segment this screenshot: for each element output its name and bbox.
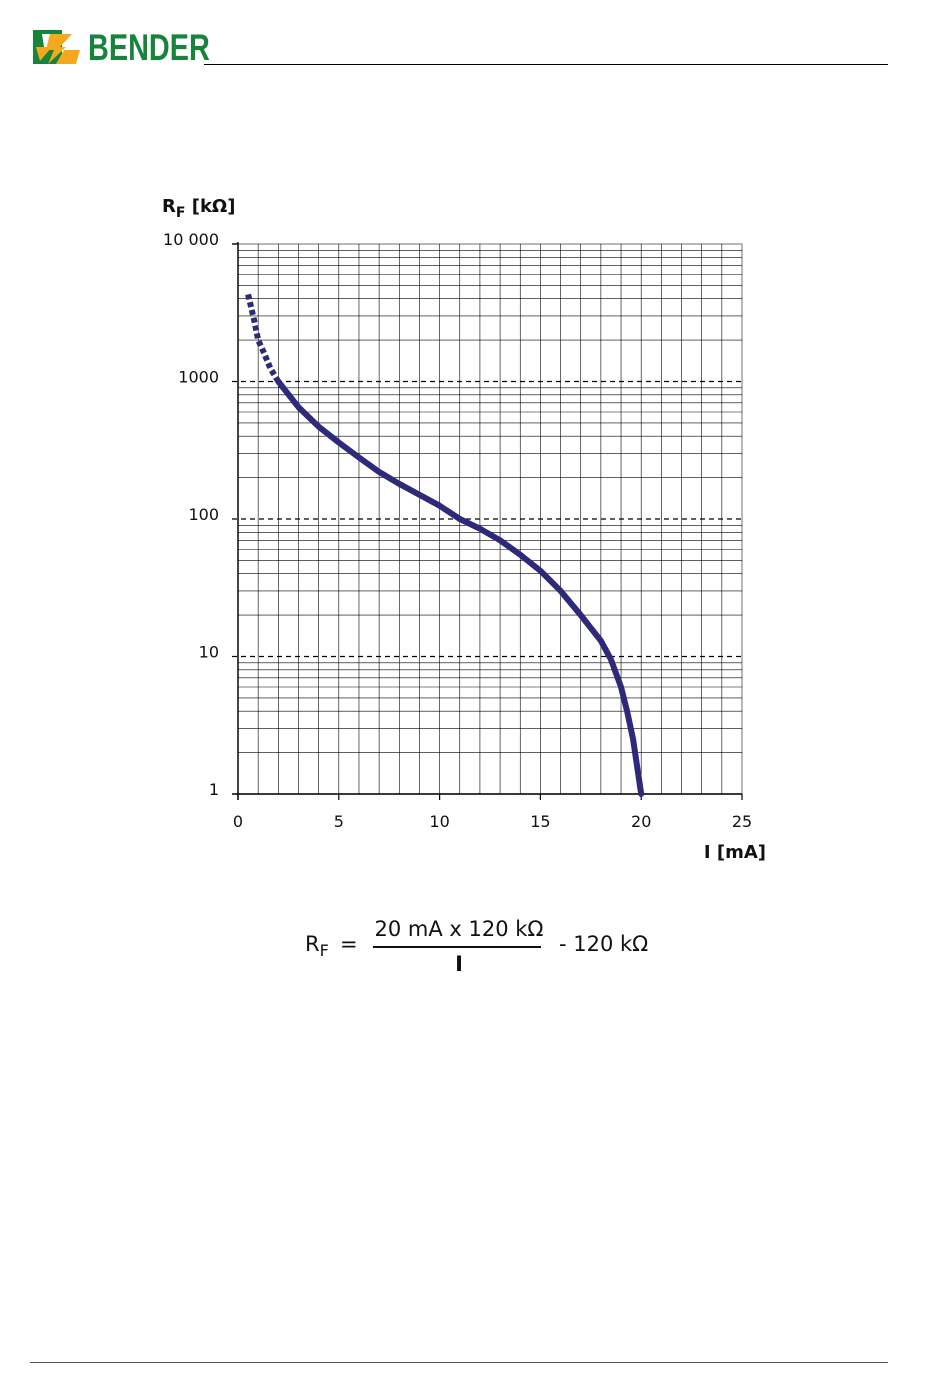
x-tick-label: 0	[233, 812, 243, 831]
x-tick-label: 5	[334, 812, 344, 831]
footer-rule	[30, 1362, 888, 1363]
x-tick-label: 20	[631, 812, 651, 831]
chart-axes	[232, 242, 743, 800]
formula-numerator: 20 mA x 120 kΩ	[374, 917, 544, 941]
header-rule	[204, 64, 888, 65]
formula-tail: - 120 kΩ	[559, 932, 649, 956]
formula-lhs-symbol: R	[305, 932, 320, 956]
x-tick-label: 10	[429, 812, 449, 831]
x-tick-label: 15	[530, 812, 550, 831]
y-axis-title: RF [kΩ]	[162, 196, 235, 221]
y-tick-label: 1000	[178, 368, 219, 387]
formula-denominator: I	[455, 952, 463, 976]
formula-fraction-bar	[373, 946, 541, 948]
y-tick-label: 10	[199, 643, 219, 662]
chart-grid	[232, 243, 743, 795]
page-header: BENDER	[0, 0, 950, 80]
resistance-current-chart: 0 5 10 15 20 25 1 10 100 1000 10 000 RF [kΩ] I [mA]	[162, 196, 766, 863]
formula: RF = 20 mA x 120 kΩ I - 120 kΩ	[305, 912, 665, 992]
formula-equals: =	[340, 932, 358, 956]
x-axis-title: I [mA]	[704, 842, 766, 863]
brand-name: BENDER	[88, 27, 210, 68]
chart-labels: 0 5 10 15 20 25 1 10 100 1000 10 000 RF [kΩ] I [mA]	[162, 196, 766, 863]
bender-logo-icon	[33, 30, 80, 64]
y-tick-label: 10 000	[163, 230, 219, 249]
y-tick-label: 100	[188, 505, 219, 524]
curve-solid-segment	[275, 378, 645, 797]
formula-lhs-subscript: F	[319, 941, 329, 961]
chart-curve	[245, 293, 645, 797]
y-tick-label: 1	[209, 780, 219, 799]
x-tick-label: 25	[732, 812, 752, 831]
formula-lhs: RF	[305, 932, 329, 960]
